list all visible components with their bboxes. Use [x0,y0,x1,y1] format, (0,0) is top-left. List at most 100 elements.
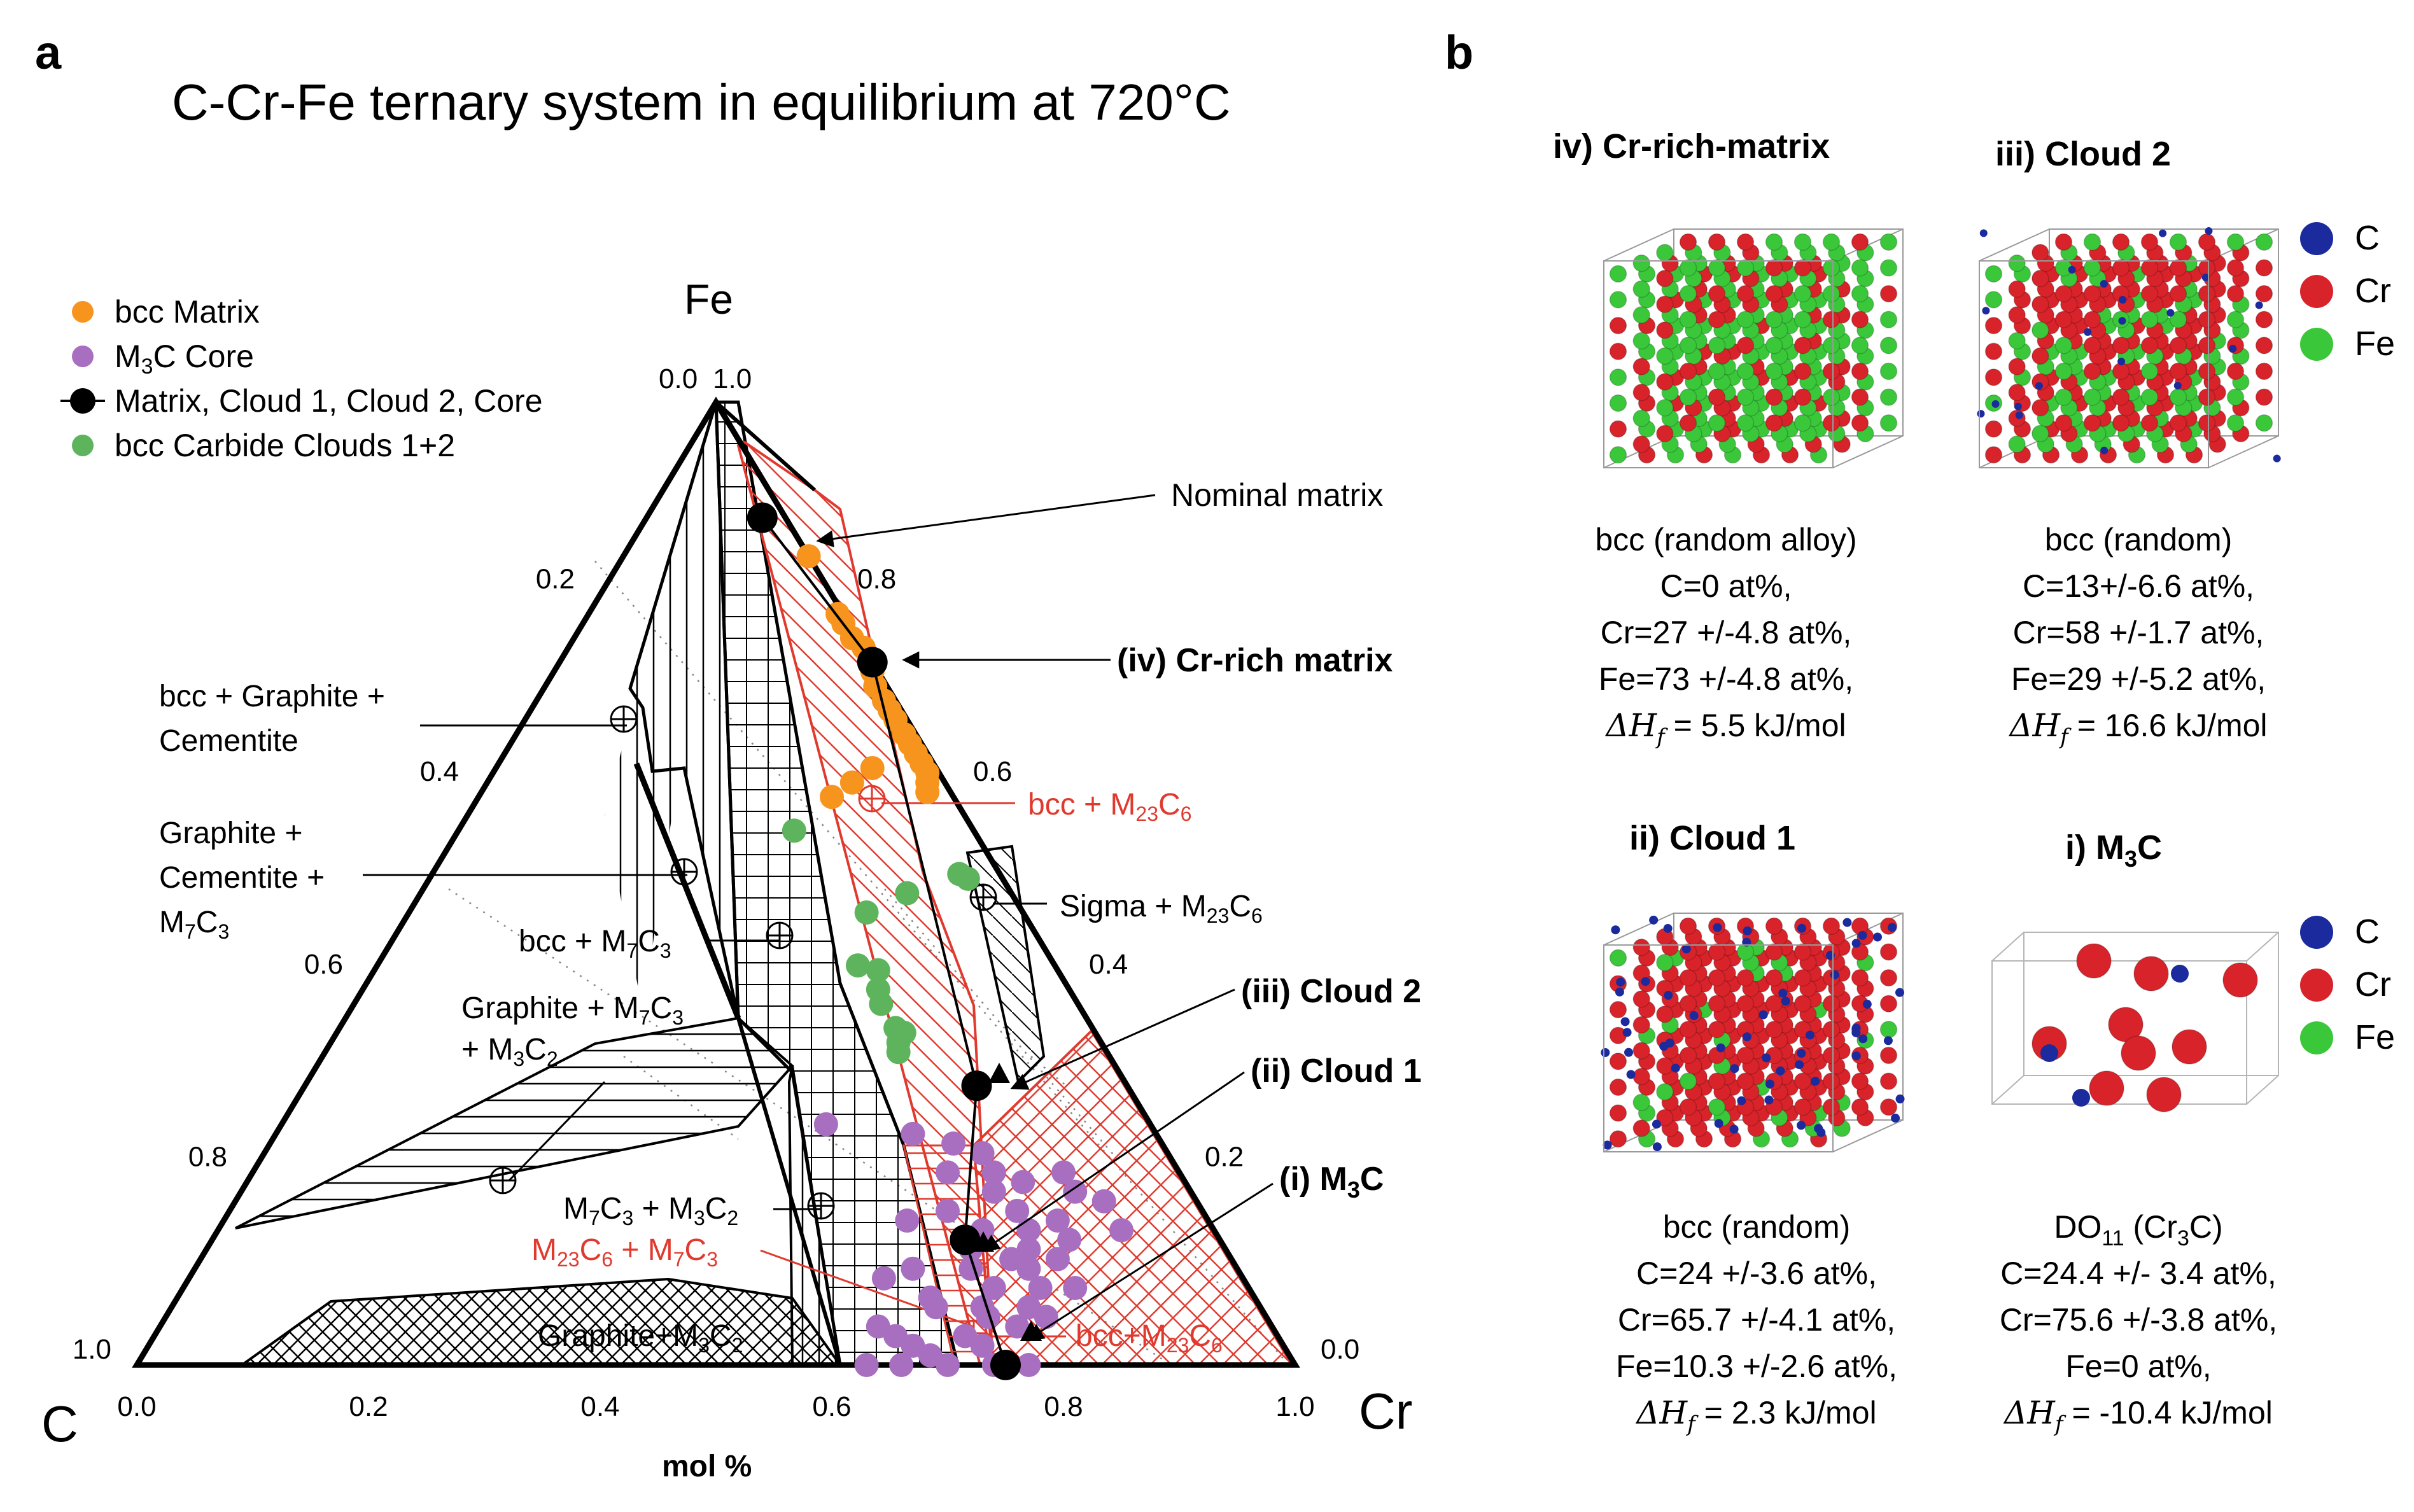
atom [1822,362,1841,381]
atom [1765,969,1783,987]
atom-legend-c-2: C [2355,913,2380,951]
atom-carbon [2173,382,2182,390]
data-point-m3c-core [1045,1247,1070,1271]
atom [2083,414,2102,432]
atom [1736,311,1755,328]
atom-legend-fe-dot-2 [2300,1021,2333,1054]
atom [1879,337,1898,354]
bottom-tick-label: 0.0 [117,1391,156,1422]
atom-carbon [1842,918,1852,927]
atom [1822,311,1841,328]
svg-text:C=0 at%,: C=0 at%, [1660,568,1792,604]
atom [2112,337,2130,354]
legend-marker-bcc-matrix [72,301,94,323]
atom [2140,259,2159,277]
atom [2198,259,2216,277]
atom [2140,311,2159,328]
legend-marker-clouds [72,435,94,456]
data-point-m3c-core [976,1305,1000,1329]
atom-carbon [1729,1124,1739,1134]
atom [1632,1093,1650,1112]
atom [1632,254,1650,272]
atom [1879,1072,1898,1090]
data-points [747,502,1133,1380]
atom-legend-c: C [2355,219,2380,257]
atom [2083,311,2102,328]
atom [1879,1046,1898,1065]
atom [2169,388,2187,406]
atom [1632,1119,1650,1137]
atom [1851,259,1869,277]
atom [1736,414,1755,432]
label-graphite-m3c2: Graphite+M3C2 [538,1319,743,1357]
data-point-m3c-core [1063,1275,1088,1300]
atom [1984,420,2003,438]
data-point-bcc-carbide-clouds-1-2 [955,866,980,891]
atom [1656,244,1674,262]
svg-text:Fe=10.3 +/-2.6 at%,: Fe=10.3 +/-2.6 at%, [1616,1348,1897,1384]
atom-carbon [2229,344,2237,353]
atom [2198,233,2216,251]
atom [1632,990,1650,1008]
label-bcc-m23c6-upper: bcc + M23C6 [1028,788,1191,825]
cell-desc-m3c: DO11 (Cr3C) C=24.4 +/- 3.4 at%, Cr=75.6 … [2000,1209,2277,1437]
atom [1851,284,1869,303]
data-point-m3c-core [970,1141,995,1166]
atom-carbon [1891,1114,1900,1123]
atom-carbon [2100,279,2108,288]
atom [1632,938,1650,956]
svg-text:ΔHf= -10.4 kJ/mol: ΔHf = -10.4 kJ/mol [2003,1394,2273,1437]
atom [1736,388,1755,406]
region-marker-icon [807,1192,835,1220]
atom-carbon [1830,970,1839,979]
atom-carbon [2166,309,2175,317]
legend-label-black: Matrix, Cloud 1, Cloud 2, Core [115,383,543,419]
data-point-bcc-carbide-clouds-1-2 [886,1040,911,1065]
atom [2255,233,2273,251]
data-point-m3c-core [941,1131,966,1156]
region-labels: bcc + Graphite + Cementite Graphite + Ce… [159,680,1263,1357]
atom [2054,362,2073,381]
atom [1708,969,1726,987]
atom-carbon [1758,1010,1768,1019]
atom-carbon [2014,402,2022,410]
atom-carbon [1743,926,1752,935]
atom [1609,265,1627,283]
atom [2054,284,2073,303]
atom [1632,435,1650,453]
svg-text:Cr=58 +/-1.7 at%,: Cr=58 +/-1.7 at%, [2013,615,2264,650]
annotation-cloud1: (ii) Cloud 1 [1251,1053,1422,1089]
atom [2054,337,2073,354]
atom [1736,969,1755,987]
atom-carbon [1641,977,1650,986]
vertex-cr: Cr [1359,1383,1412,1439]
svg-text:Cr=75.6 +/-3.8 at%,: Cr=75.6 +/-3.8 at%, [2000,1302,2277,1338]
atom [1765,311,1783,328]
atom-carbon [1649,915,1659,925]
atom [1879,1098,1898,1116]
atom [2198,337,2216,354]
atom-carbon [1663,923,1673,933]
cell-title-m3c: i) M3C [2065,829,2162,872]
left-tick-label: 0.8 [188,1141,227,1172]
label-graphite-cementite-m7c3-3: M7C3 [159,906,229,943]
atom [2032,321,2049,339]
arrow-m3c [1026,1182,1274,1341]
data-point-m3c-core [871,1266,896,1291]
atom [1879,362,1898,381]
atom-carbon [1665,1039,1674,1048]
atom [1632,1016,1650,1034]
atom-carbon [1689,1011,1699,1021]
atom [1708,943,1726,961]
atom [2008,384,2026,402]
atom [1679,259,1697,277]
atom [1708,311,1726,328]
atom [1793,311,1812,328]
atom [2255,337,2273,354]
axes: Fe C Cr 0.0 1.0 0.0 0.2 0.4 0.6 0.8 1.0 0.20.… [41,276,1412,1483]
atom-carbon [2117,358,2126,366]
atom [1632,280,1650,298]
atom [1851,1072,1869,1090]
atom [1609,445,1627,464]
annotation-nominal-matrix: Nominal matrix [1171,477,1383,513]
